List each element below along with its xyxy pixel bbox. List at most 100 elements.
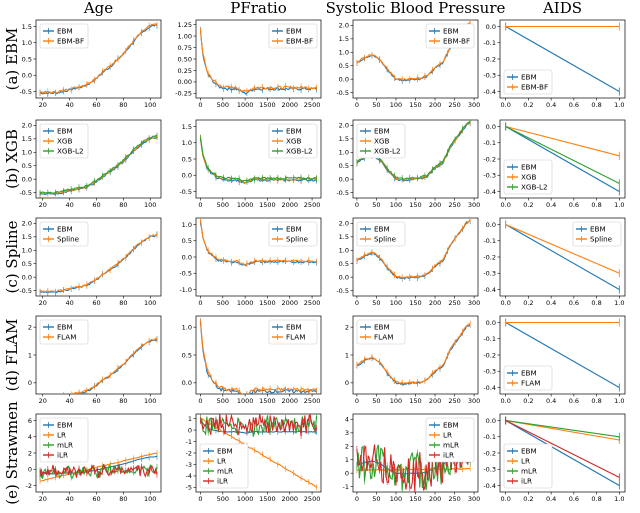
y-tick-label: 0.0 <box>486 319 496 327</box>
y-tick-label: 1.0 <box>182 221 192 229</box>
panel-1-3: -0.4 -0.3 -0.2 -0.1 0.0 0.0 0.2 0.4 0.6 0.8 1.0 EBM… <box>483 119 626 209</box>
y-tick-label: 2 <box>28 449 32 457</box>
x-tick-label: 0.8 <box>591 299 601 307</box>
legend-label-EBM: EBM <box>521 447 537 456</box>
x-tick-label: 1500 <box>259 101 276 109</box>
y-tick-label: -0.4 <box>483 88 496 96</box>
x-tick-label: 0 <box>198 201 202 209</box>
x-tick-label: 0.2 <box>523 201 533 209</box>
legend-box <box>268 23 318 49</box>
legend-box <box>39 23 89 49</box>
panel-1-2: -0.5 0.0 0.5 1.0 1.5 2.0 0 50 100 150 200 250 300 EBM… <box>336 119 480 209</box>
x-tick-label: 100 <box>390 397 402 405</box>
series-line-FLAM <box>356 323 471 385</box>
y-tick-label: -0.5 <box>19 189 32 197</box>
x-tick-label: 0.8 <box>591 397 601 405</box>
x-tick-label: 60 <box>92 495 100 503</box>
series-line-EBM <box>199 30 317 95</box>
series-line-iLR <box>200 414 317 437</box>
x-tick-label: 100 <box>144 495 156 503</box>
y-tick-label: 0.5 <box>22 260 32 268</box>
y-tick-label: 0.0 <box>339 75 349 83</box>
x-tick-label: 300 <box>468 101 480 109</box>
panel-0-3: -0.4 -0.3 -0.2 -0.1 0.0 0.0 0.2 0.4 0.6 0.8 1.0 EBM… <box>483 19 626 109</box>
x-tick-label: 1.0 <box>614 495 624 503</box>
legend-label-LR: LR <box>521 457 530 466</box>
x-tick-label: 0.8 <box>591 495 601 503</box>
x-tick-label: 0 <box>198 299 202 307</box>
legend-label-EBM: EBM <box>443 421 459 430</box>
y-tick-label: 1.25 <box>178 21 192 29</box>
legend-label-EBM: EBM <box>57 225 73 234</box>
y-tick-label: 1.5 <box>22 135 32 143</box>
y-tick-label: 1.5 <box>339 135 349 143</box>
series-line-Spline <box>39 233 158 293</box>
x-tick-label: 150 <box>409 101 421 109</box>
y-tick-label: 1.0 <box>182 323 192 331</box>
x-tick-label: 50 <box>372 495 380 503</box>
x-tick-label: 200 <box>429 495 441 503</box>
y-tick-label: 0.00 <box>178 78 192 86</box>
x-tick-label: 80 <box>119 397 127 405</box>
legend-box <box>39 319 89 345</box>
legend-box <box>268 221 318 247</box>
row-label-1: (b) XGB <box>3 129 21 189</box>
series-line-mLR <box>39 463 158 480</box>
y-tick-label: 1.0 <box>339 49 349 57</box>
y-tick-label: 2.0 <box>22 122 32 130</box>
x-tick-label: 0.8 <box>591 201 601 209</box>
legend-label-LR: LR <box>57 431 66 440</box>
x-tick-label: 50 <box>372 201 380 209</box>
x-tick-label: 500 <box>217 299 229 307</box>
y-tick-label: 0.0 <box>22 72 32 80</box>
series-line-FLAM <box>68 337 158 394</box>
y-tick-label: 2.0 <box>339 122 349 130</box>
series-line-XGB <box>505 125 620 157</box>
y-tick-label: -1.0 <box>179 286 192 294</box>
column-title-3: AIDS <box>542 0 582 17</box>
legend-label-XGB-L2: XGB-L2 <box>521 183 548 192</box>
x-tick-label: 50 <box>372 101 380 109</box>
series-line-FLAM <box>199 320 317 394</box>
legend-box <box>503 69 553 95</box>
legend-label-EBM-BF: EBM-BF <box>521 83 548 92</box>
y-tick-label: 4 <box>28 433 32 441</box>
series-line-iLR <box>505 420 620 478</box>
panel-1-0: -0.5 0.0 0.5 1.0 1.5 2.0 20 40 60 80 100 EBMXGBXGB-… <box>19 119 162 209</box>
legend-label-EBM-BF: EBM-BF <box>443 37 470 46</box>
x-tick-label: 500 <box>217 397 229 405</box>
x-tick-label: 50 <box>372 299 380 307</box>
x-tick-label: 0 <box>198 101 202 109</box>
legend-label-EBM: EBM <box>521 369 537 378</box>
y-tick-label: 0.0 <box>182 379 192 387</box>
row-label-3: (d) FLAM <box>3 319 21 392</box>
panel-frame <box>35 217 162 297</box>
x-tick-label: 500 <box>217 101 229 109</box>
x-tick-label: 1.0 <box>614 397 624 405</box>
y-tick-label: -2 <box>186 449 192 457</box>
x-tick-label: 0.2 <box>523 495 533 503</box>
y-tick-label: -5 <box>186 484 192 492</box>
panel-4-1: -5 -4 -3 -2 -1 0 1 0 500 1000 1500 2000 2500 EBMLRmLR… <box>186 413 322 503</box>
legend-box <box>39 221 89 247</box>
legend-box <box>39 123 89 159</box>
x-tick-label: 60 <box>92 299 100 307</box>
y-tick-label: -3 <box>186 461 192 469</box>
x-tick-label: 1500 <box>259 201 276 209</box>
y-tick-label: -0.1 <box>483 433 496 441</box>
x-tick-label: 0.0 <box>501 299 511 307</box>
x-tick-label: 250 <box>448 397 460 405</box>
series-line-iLR <box>39 463 158 479</box>
y-tick-label: 0.0 <box>486 417 496 425</box>
x-tick-label: 0.4 <box>546 397 556 405</box>
x-tick-label: 0 <box>355 101 359 109</box>
row-label-4: (e) Strawmen <box>3 401 21 505</box>
